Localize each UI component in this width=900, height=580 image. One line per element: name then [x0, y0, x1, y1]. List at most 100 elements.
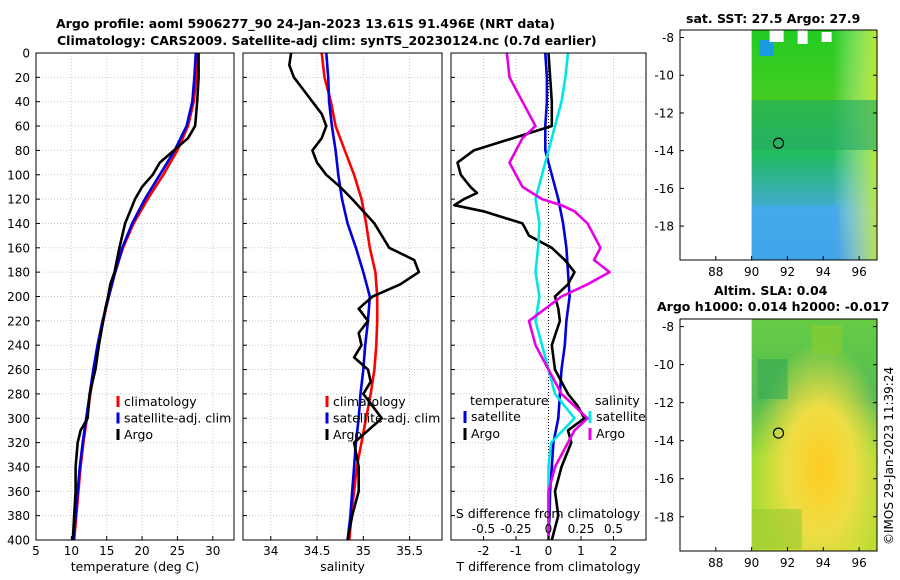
depth-tick-label: 300 — [7, 412, 30, 426]
depth-tick-label: 200 — [7, 290, 30, 304]
depth-tick-label: 280 — [7, 387, 30, 401]
depth-tick-label: 100 — [7, 168, 30, 182]
diff-series-s-satellite — [534, 52, 576, 540]
sst-map-missing-patch — [821, 32, 832, 42]
temp-xtick-label: 25 — [170, 544, 185, 558]
sal-legend-label: Argo — [333, 427, 362, 442]
sst-map-xtick-label: 94 — [816, 265, 831, 279]
sla-map-ytick-label: -18 — [654, 510, 674, 524]
diff-xtick-label: 1 — [577, 544, 585, 558]
depth-tick-label: 360 — [7, 485, 30, 499]
temp-xtick-label: 30 — [205, 544, 220, 558]
temp-xtick-label: 5 — [32, 544, 40, 558]
diff-xtick-label: 2 — [610, 544, 618, 558]
diff-legend-s-argo: Argo — [596, 426, 625, 441]
diff-legend-s-header: salinity — [595, 393, 640, 408]
altim-title: Altim. SLA: 0.04 — [714, 283, 828, 298]
depth-tick-label: 380 — [7, 509, 30, 523]
depth-tick-label: 40 — [15, 95, 30, 109]
diff-xtick-label: 0 — [545, 544, 553, 558]
sal-legend-label: satellite-adj. clim — [333, 411, 440, 426]
diff-s-tick-label: -0.5 — [472, 522, 495, 536]
sst-map-ytick-label: -16 — [654, 182, 674, 196]
diff-series-t-argo — [452, 52, 586, 541]
sst-map-frame — [679, 29, 878, 261]
sla-map-ytick-label: -14 — [654, 434, 674, 448]
depth-tick-label: 120 — [7, 193, 30, 207]
sla-map-ytick-label: -16 — [654, 472, 674, 486]
sla-map-low-patch — [757, 359, 788, 399]
sst-map-ytick-label: -14 — [654, 144, 674, 158]
altim-height-title: Argo h1000: 0.014 h2000: -0.017 — [657, 299, 890, 314]
diff-legend-s-satellite: satellite — [596, 409, 646, 424]
diff-legend-t-header: temperature — [470, 393, 549, 408]
depth-tick-label: 180 — [7, 266, 30, 280]
sst-map-xtick-label: 92 — [780, 265, 795, 279]
diff-s-xlabel: S difference from climatology — [456, 506, 641, 521]
sst-map-ytick-label: -12 — [654, 106, 674, 120]
sla-map-ytick-label: -8 — [662, 320, 674, 334]
sst-map-xtick-label: 88 — [708, 265, 723, 279]
diff-legend-t-satellite: satellite — [471, 409, 521, 424]
diff-xlabel: T difference from climatology — [455, 559, 641, 574]
temp-series-argo — [71, 53, 200, 541]
sst-map-missing-patch — [769, 30, 784, 42]
sal-series-satellite-adj-clim — [325, 52, 372, 541]
sla-map-ytick-label: -12 — [654, 396, 674, 410]
sla-map-frame — [679, 318, 878, 552]
sst-map-title: sat. SST: 27.5 Argo: 27.9 — [686, 11, 861, 26]
temp-legend-label: Argo — [124, 427, 153, 442]
depth-tick-label: 20 — [15, 71, 30, 85]
depth-tick-label: 260 — [7, 363, 30, 377]
diff-s-tick-label: -0.25 — [500, 522, 531, 536]
sla-map-xtick-label: 94 — [816, 556, 831, 570]
depth-tick-label: 320 — [7, 436, 30, 450]
sst-map-cold-patch — [759, 40, 774, 56]
sst-map-ytick-label: -8 — [662, 31, 674, 45]
temp-legend-label: climatology — [124, 394, 197, 409]
sla-map-south-patch — [751, 509, 802, 549]
diff-s-tick-label: 0.25 — [568, 522, 595, 536]
depth-tick-label: 400 — [7, 534, 30, 548]
depth-tick-label: 240 — [7, 339, 30, 353]
sla-map-ytick-label: -10 — [654, 358, 674, 372]
sst-map-xtick-label: 90 — [744, 265, 759, 279]
sal-series-argo — [287, 52, 421, 541]
depth-tick-label: 0 — [22, 47, 30, 61]
depth-tick-label: 220 — [7, 314, 30, 328]
sla-map-xtick-label: 92 — [780, 556, 795, 570]
temp-xtick-label: 15 — [99, 544, 114, 558]
sla-map-xtick-label: 96 — [851, 556, 866, 570]
sst-map-ytick-label: -18 — [654, 220, 674, 234]
depth-tick-label: 80 — [15, 144, 30, 158]
sst-map-ytick-label: -10 — [654, 69, 674, 83]
diff-xtick-label: -2 — [478, 544, 490, 558]
sla-map-xtick-label: 88 — [708, 556, 723, 570]
diff-series-s-argo — [505, 52, 611, 540]
sal-xtick-label: 35 — [356, 544, 371, 558]
sal-xtick-label: 34 — [263, 544, 278, 558]
diff-xtick-label: -1 — [510, 544, 522, 558]
sst-map-south-cool — [751, 205, 840, 260]
sst-map-xtick-label: 96 — [851, 265, 866, 279]
sal-legend-label: climatology — [333, 394, 406, 409]
title-line-2: Climatology: CARS2009. Satellite-adj cli… — [57, 33, 597, 48]
temp-xtick-label: 10 — [64, 544, 79, 558]
sst-map-argo-position-marker — [772, 137, 785, 149]
temp-xtick-label: 20 — [134, 544, 149, 558]
sst-map-missing-patch — [797, 30, 808, 44]
depth-tick-label: 60 — [15, 120, 30, 134]
diff-s-tick-label: 0 — [545, 522, 553, 536]
diff-legend-t-argo: Argo — [471, 426, 500, 441]
diff-series-t-satellite — [543, 52, 571, 541]
sal-xlabel: salinity — [320, 559, 365, 574]
sst-map-band — [751, 100, 877, 150]
sal-xtick-label: 34.5 — [304, 544, 331, 558]
temp-legend-label: satellite-adj. clim — [124, 411, 231, 426]
title-line-1: Argo profile: aoml 5906277_90 24-Jan-202… — [56, 16, 555, 31]
diff-s-tick-label: 0.5 — [604, 522, 623, 536]
depth-tick-label: 340 — [7, 460, 30, 474]
depth-tick-label: 140 — [7, 217, 30, 231]
sla-map-patch — [811, 325, 842, 355]
